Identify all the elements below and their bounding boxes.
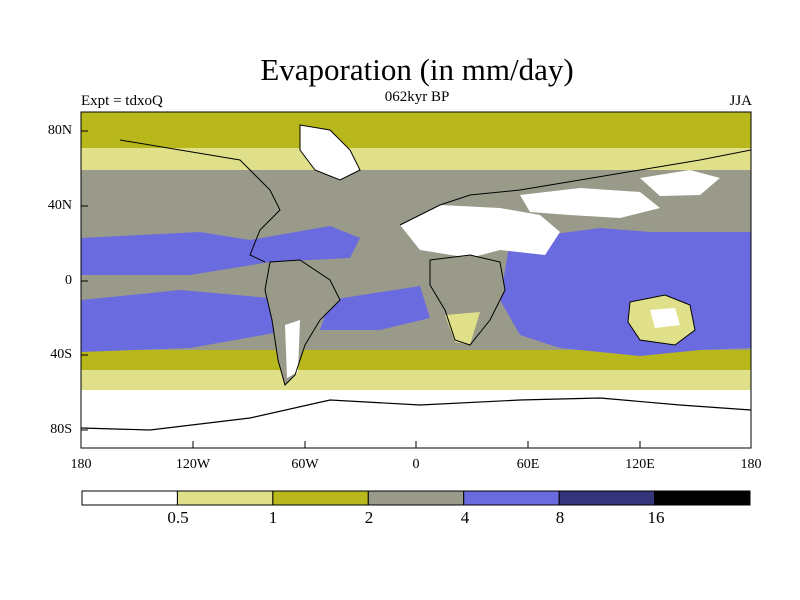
colorbar-swatch (81, 490, 178, 506)
lon-tick-label: 120E (625, 457, 655, 472)
season-label: JJA (729, 93, 752, 109)
lat-tick-label: 80N (47, 123, 72, 138)
lon-tick-label: 0 (412, 457, 420, 472)
colorbar-swatch (272, 490, 369, 506)
lat-tick-label: 80S (50, 422, 72, 437)
lon-tick-label: 60W (291, 457, 319, 472)
colorbar-label: 16 (647, 508, 665, 527)
map-subtitle: 062kyr BP (384, 89, 450, 105)
colorbar-label: 4 (460, 508, 470, 527)
lat-tick-label: 0 (65, 273, 72, 288)
map-field (81, 112, 751, 448)
colorbar-swatch (176, 490, 274, 506)
colorbar (81, 490, 751, 506)
colorbar-swatch (463, 490, 560, 506)
map-title: Evaporation (in mm/day) (260, 52, 574, 87)
colorbar-swatch (654, 490, 751, 506)
colorbar-label: 8 (555, 508, 565, 527)
lon-tick-label: 180 (70, 457, 92, 472)
lon-tick-label: 120W (175, 457, 211, 472)
lon-axis (80, 441, 752, 448)
colorbar-swatch (558, 490, 656, 506)
lat-axis (81, 130, 88, 431)
experiment-label: Expt = tdxoQ (81, 93, 163, 109)
colorbar-swatch (367, 490, 465, 506)
lat-tick-label: 40N (47, 198, 72, 213)
lon-tick-label: 180 (740, 457, 762, 472)
colorbar-label: 2 (364, 508, 374, 527)
colorbar-label: 0.5 (167, 508, 189, 527)
lat-tick-label: 40S (50, 347, 72, 362)
colorbar-label: 1 (268, 508, 278, 527)
lon-tick-label: 60E (516, 457, 540, 472)
